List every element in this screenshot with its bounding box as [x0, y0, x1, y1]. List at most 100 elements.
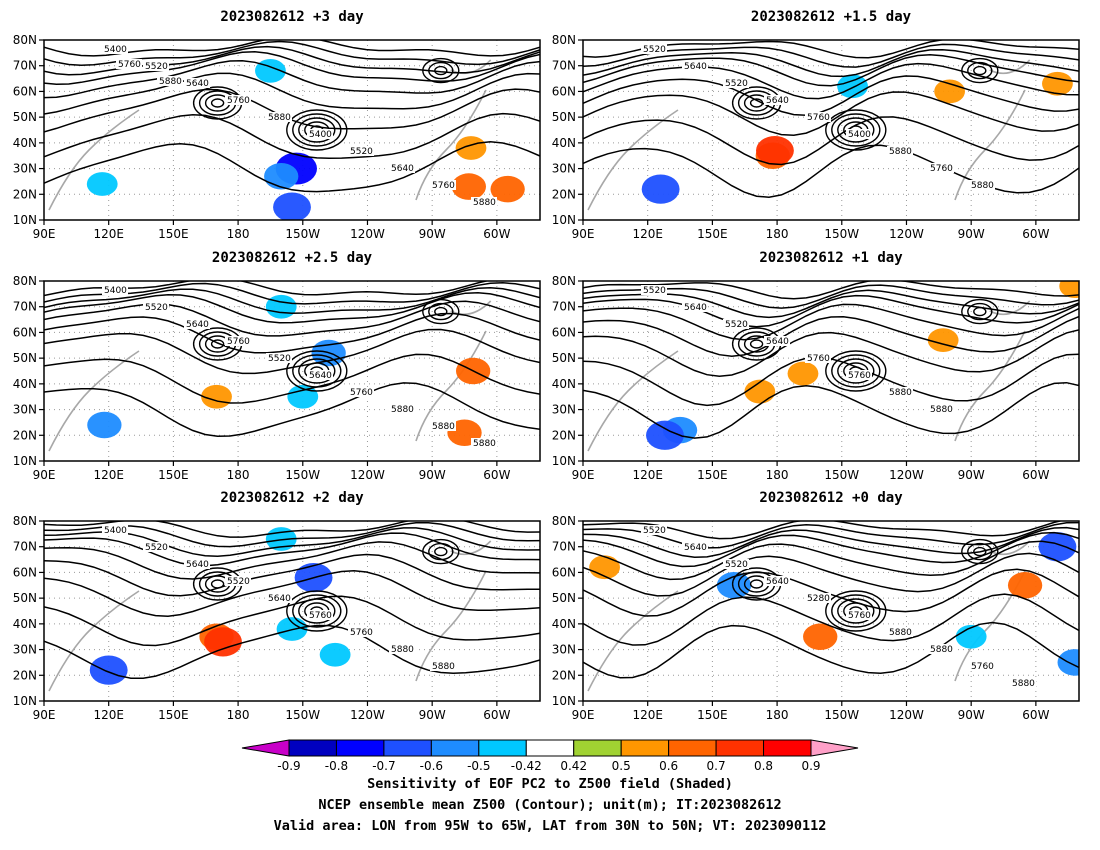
lat-tick-label: 40N [13, 136, 37, 150]
colorbar-segment [430, 739, 480, 757]
closed-contour [749, 339, 764, 349]
colorbar-max-arrow [810, 739, 859, 757]
contour-label-bg [225, 336, 251, 346]
panel-title: 2023082612 +1 day [759, 250, 903, 266]
lat-tick-label: 20N [552, 428, 576, 442]
lat-tick-label: 10N [552, 694, 576, 708]
caption-line-1: Sensitivity of EOF PC2 to Z500 field (Sh… [367, 776, 733, 792]
panel: 5520 5640 5520 5640 5760 5400 5880 5760 5880 2023… [552, 9, 1080, 241]
lon-tick-label: 120W [889, 468, 924, 482]
contour-label: 5400 [104, 45, 127, 55]
contour-label: 5520 [643, 286, 666, 296]
lat-tick-label: 80N [552, 274, 576, 288]
z500-contour [583, 621, 1079, 679]
closed-contour [837, 598, 875, 624]
z500-contour [583, 48, 1079, 78]
lon-tick-label: 120E [632, 708, 663, 722]
z500-contour [44, 72, 540, 115]
contour-label-bg [307, 370, 333, 380]
contour-label: 5520 [643, 526, 666, 536]
closed-contour [428, 542, 454, 561]
sensitivity-patch [1057, 649, 1079, 676]
contour-label-bg [307, 610, 333, 620]
sensitivity-patch [641, 174, 680, 204]
colorbar-tick-label: -0.42 [511, 759, 542, 773]
contour-label-bg [389, 644, 415, 654]
closed-contour [428, 302, 454, 321]
contour-label: 5640 [309, 371, 332, 381]
closed-contour [210, 579, 225, 589]
contour-label-bg [969, 661, 995, 671]
closed-contour [210, 339, 225, 349]
lon-tick-label: 90E [572, 227, 595, 241]
panel-plot-area: 5400 5520 5640 5760 5880 5400 5520 5640 5760 5880… [44, 40, 540, 220]
contour-label-bg [389, 404, 415, 414]
contour-label: 5760 [848, 611, 871, 621]
contour-label-bg [471, 438, 497, 448]
lon-tick-label: 180 [227, 468, 250, 482]
sensitivity-patch [490, 175, 525, 203]
z500-contour [44, 312, 540, 354]
colorbar-segment [383, 739, 432, 757]
contour-label: 5760 [807, 113, 830, 123]
contour-label-bg [928, 163, 954, 173]
sensitivity-patch [803, 623, 838, 650]
lon-tick-label: 60W [483, 468, 510, 482]
lon-tick-label: 120W [889, 227, 924, 241]
sensitivity-patch [1007, 572, 1043, 599]
lon-tick-label: 120E [632, 227, 663, 241]
contour-label: 5760 [807, 354, 830, 364]
colorbar-tick-label: -0.6 [420, 759, 443, 773]
z500-contour [583, 281, 1079, 300]
colorbar-tick-label: 0.5 [612, 759, 631, 773]
contour-label: 5280 [807, 594, 830, 604]
closed-contour [434, 306, 448, 317]
z500-contour [583, 144, 1079, 198]
closed-contour [825, 590, 887, 632]
colorbar-segment [525, 739, 575, 757]
contour-label-bg [430, 180, 456, 190]
lon-tick-label: 120W [350, 227, 385, 241]
contour-label: 5640 [684, 303, 707, 313]
contour-label-bg [764, 576, 790, 586]
contour-label-bg [641, 44, 667, 54]
lat-tick-label: 80N [13, 33, 37, 47]
contour-label-bg [641, 285, 667, 295]
closed-contour [973, 65, 987, 76]
lon-tick-label: 60W [483, 708, 510, 722]
z500-contour [583, 303, 1079, 341]
colorbar: -0.9 -0.8 -0.7 -0.6 -0.5 -0.42 0.42 0.5 0.6 0.7 0.… [241, 739, 859, 773]
contour-label-bg [641, 525, 667, 535]
sensitivity-patch [86, 172, 118, 196]
closed-contour [428, 61, 454, 80]
contour-label-bg [846, 610, 872, 620]
lat-tick-label: 60N [13, 565, 37, 579]
lat-tick-label: 30N [552, 643, 576, 657]
colorbar-segment [288, 739, 337, 757]
closed-contour [825, 350, 887, 392]
lon-tick-label: 90W [958, 227, 985, 241]
z500-contour [44, 595, 540, 647]
sensitivity-patch [273, 192, 311, 220]
sensitivity-patch [201, 384, 232, 409]
colorbar-segment [478, 739, 527, 757]
colorbar-segment [668, 739, 717, 757]
contour-label: 5760 [309, 611, 332, 621]
lon-tick-label: 150E [158, 227, 189, 241]
panel-title: 2023082612 +1.5 day [751, 9, 912, 25]
colorbar-segment [763, 739, 812, 757]
contour-label: 5880 [391, 405, 414, 415]
lat-tick-label: 10N [552, 213, 576, 227]
contour-label: 5400 [104, 286, 127, 296]
contour-label: 5760 [350, 388, 373, 398]
contour-label: 5760 [930, 164, 953, 174]
closed-contour [837, 358, 875, 384]
contour-label-bg [225, 95, 251, 105]
sensitivity-patch [787, 361, 819, 386]
lat-tick-label: 10N [13, 454, 37, 468]
panel-title: 2023082612 +0 day [759, 490, 903, 506]
sensitivity-patch [264, 163, 299, 190]
contour-label-bg [348, 627, 374, 637]
closed-contour [422, 298, 460, 325]
lon-tick-label: 90W [419, 708, 446, 722]
